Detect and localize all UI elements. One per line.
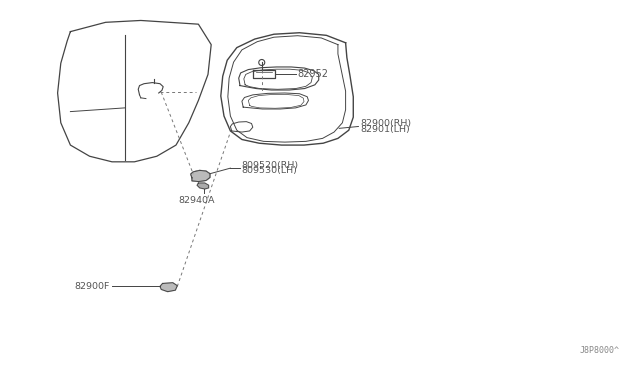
Polygon shape [160,283,177,292]
Polygon shape [197,183,209,189]
Text: 82901(LH): 82901(LH) [360,125,410,134]
Text: 82940A: 82940A [178,196,215,205]
Text: 809520(RH): 809520(RH) [241,161,298,170]
Text: J8P8000^: J8P8000^ [580,346,620,355]
Text: 809530(LH): 809530(LH) [241,166,297,175]
Text: 82900F: 82900F [75,282,110,291]
Text: 82900(RH): 82900(RH) [360,119,412,128]
Text: 82952: 82952 [297,69,328,79]
Polygon shape [191,170,210,182]
